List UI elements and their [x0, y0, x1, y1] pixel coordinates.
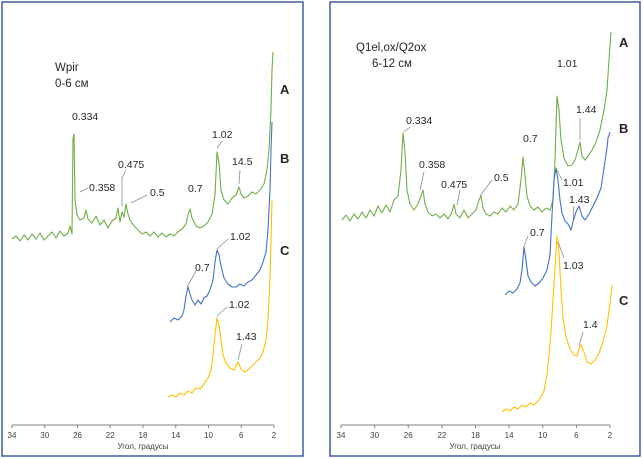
panel-left-peak-leader — [237, 343, 243, 361]
panel-left-series-a-letter: A — [280, 82, 290, 97]
panel-left-peak-label: 1.43 — [236, 331, 257, 343]
panel-left-peak-leader — [216, 306, 228, 317]
panel-right-peak-label: 1.44 — [576, 104, 597, 116]
panel-right-tick-label: 10 — [538, 431, 547, 440]
panel-right-peak-label: 0.7 — [530, 227, 545, 239]
panel-left-tick-label: 10 — [204, 431, 213, 440]
panel-left: Wpir 0-6 см 34 30 26 22 18 14 10 6 2 — [1, 1, 304, 457]
panel-left-series-a-line — [11, 51, 274, 242]
panel-left-tick-label: 14 — [171, 431, 180, 440]
panel-right-peak-label: 0.5 — [494, 172, 509, 184]
panel-left-frame — [1, 1, 304, 457]
panel-right-peak-leader — [557, 241, 565, 259]
panel-right-peak-leader — [479, 179, 493, 197]
panel-left-series-c-line — [167, 199, 273, 398]
panel-right-peak-label: 0.334 — [406, 115, 432, 127]
panel-left-peak-leader — [121, 169, 127, 206]
panel-left-tick-label: 26 — [73, 431, 82, 440]
panel-right-peak-label: 0.7 — [523, 133, 538, 145]
panel-right-tick-label: 30 — [370, 431, 379, 440]
panel-left-peak-leader — [216, 238, 229, 250]
panel-right-tick-label: 6 — [574, 431, 579, 440]
panel-left-peak-label: 0.334 — [72, 111, 98, 123]
panel-left-peak-label: 0.5 — [150, 187, 165, 199]
panel-left-peak-leader — [238, 169, 241, 185]
panel-right-peak-leader — [419, 171, 425, 191]
panel-right-peak-label: 1.01 — [557, 58, 578, 70]
panel-left-peak-label: 0.7 — [188, 183, 203, 195]
panel-right-tick-label: 2 — [608, 431, 613, 440]
panel-left-series-b-line — [169, 121, 273, 323]
panel-right-series-a-letter: A — [619, 35, 629, 50]
panel-right-peak-label: 0.358 — [419, 159, 445, 171]
panel-right-tick-label: 34 — [337, 431, 346, 440]
panel-right-series-b-letter: B — [619, 121, 628, 136]
panel-left-series-b-letter: B — [280, 151, 289, 166]
panel-right-peak-leader — [456, 189, 461, 206]
panel-right-series-b-line — [504, 131, 611, 296]
panel-right-tick-label: 14 — [505, 431, 514, 440]
panel-right-tick-label: 26 — [404, 431, 413, 440]
panel-left-subtitle: 0-6 см — [55, 78, 89, 90]
panel-right-peak-leader — [403, 126, 411, 133]
panel-left-tick-label: 6 — [239, 431, 244, 440]
panel-left-peak-label: 0.7 — [195, 262, 210, 274]
panel-right-series-c-letter: C — [619, 293, 629, 308]
panel-right-peak-label: 1.01 — [563, 177, 584, 189]
panel-right-peak-leader — [578, 331, 584, 347]
panel-left-x-axis: 34 30 26 22 18 14 10 6 2 Угол, градусы — [8, 424, 277, 451]
panel-left-peak-leader — [186, 270, 197, 288]
panel-left-peak-leader — [216, 140, 223, 149]
panel-right-peak-label: 1.4 — [583, 319, 598, 331]
panel-left-tick-label: 22 — [106, 431, 115, 440]
panel-right-series-c-line — [501, 235, 613, 413]
panel-right-peak-leader — [523, 235, 529, 247]
panel-left-peak-label: 0.475 — [118, 159, 144, 171]
panel-right-peak-leader — [572, 205, 575, 223]
panel-left-peak-label: 0.358 — [89, 182, 115, 194]
panel-left-peak-label: 14.5 — [232, 156, 253, 168]
panel-left-peak-leader — [130, 194, 148, 204]
panel-left-tick-label: 30 — [40, 431, 49, 440]
panel-right-title: Q1el,ox/Q2ox — [356, 42, 427, 54]
panel-right-tick-label: 22 — [437, 431, 446, 440]
panel-left-peak-label: 1.02 — [230, 231, 251, 243]
panel-left-tick-label: 34 — [8, 431, 17, 440]
panel-right: Q1el,ox/Q2ox 6-12 см 34 30 26 22 18 14 1… — [329, 1, 641, 457]
panel-right-peak-leader — [555, 167, 563, 181]
panel-left-tick-label: 2 — [272, 431, 277, 440]
panel-right-x-axis: 34 30 26 22 18 14 10 6 2 Угол, градусы — [337, 424, 613, 451]
panel-left-tick-label: 18 — [139, 431, 148, 440]
panel-left-peak-label: 1.02 — [212, 129, 233, 141]
panel-right-peak-label: 0.475 — [441, 179, 467, 191]
panel-right-x-axis-title: Угол, градусы — [450, 442, 501, 451]
panel-right-peak-label: 1.03 — [563, 260, 584, 272]
panel-left-x-axis-title: Угол, градусы — [118, 442, 169, 451]
panel-right-tick-label: 18 — [471, 431, 480, 440]
panel-left-peak-label: 1.02 — [229, 299, 250, 311]
panel-right-peak-label: 1.43 — [569, 194, 590, 206]
panel-left-peak-leader — [79, 187, 89, 193]
panel-left-series-c-letter: C — [280, 243, 290, 258]
panel-right-subtitle: 6-12 см — [372, 58, 412, 70]
panel-right-frame — [329, 1, 641, 457]
panel-right-series-a-line — [341, 31, 612, 222]
panel-left-title: Wpir — [55, 62, 79, 74]
